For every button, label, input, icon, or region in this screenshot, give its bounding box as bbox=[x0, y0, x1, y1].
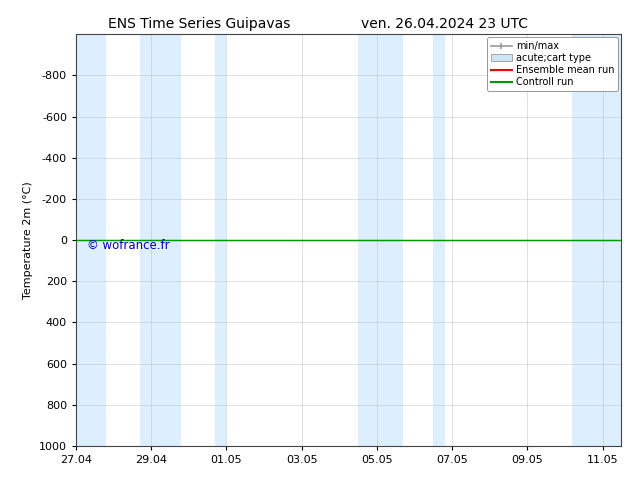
Bar bbox=[433, 34, 444, 446]
Bar bbox=[215, 34, 226, 446]
Text: ven. 26.04.2024 23 UTC: ven. 26.04.2024 23 UTC bbox=[361, 17, 528, 31]
Legend: min/max, acute;cart type, Ensemble mean run, Controll run: min/max, acute;cart type, Ensemble mean … bbox=[487, 37, 618, 91]
Bar bbox=[76, 34, 106, 446]
Bar bbox=[140, 34, 181, 446]
Y-axis label: Temperature 2m (°C): Temperature 2m (°C) bbox=[23, 181, 34, 299]
Text: ENS Time Series Guipavas: ENS Time Series Guipavas bbox=[108, 17, 290, 31]
Bar bbox=[573, 34, 621, 446]
Bar bbox=[358, 34, 403, 446]
Text: © wofrance.fr: © wofrance.fr bbox=[87, 239, 170, 251]
